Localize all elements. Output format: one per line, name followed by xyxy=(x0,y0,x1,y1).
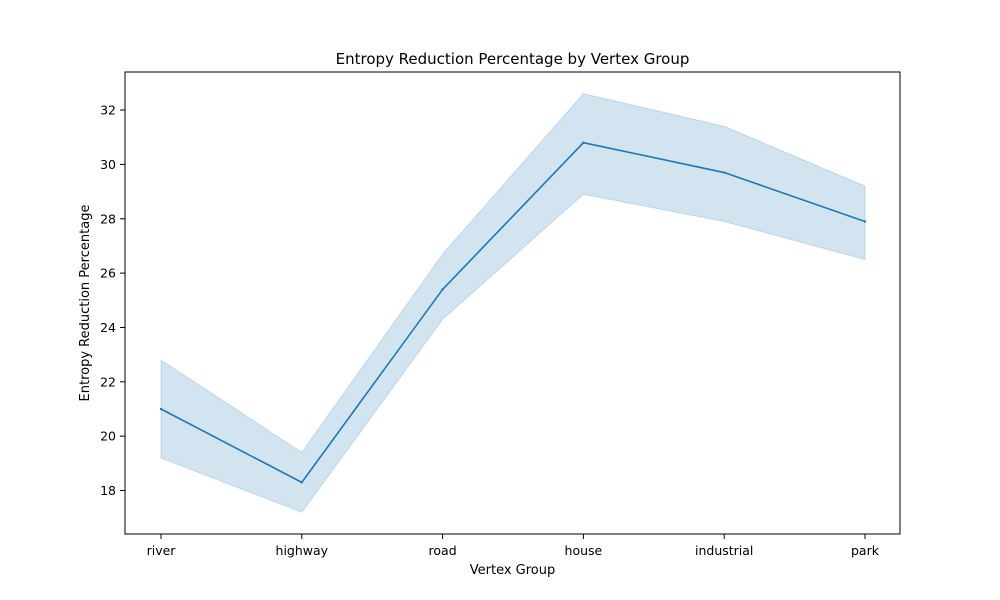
y-tick-label: 20 xyxy=(100,429,116,444)
y-tick-label: 28 xyxy=(100,211,116,226)
y-tick-label: 18 xyxy=(100,483,116,498)
x-tick-label-house: house xyxy=(565,543,603,558)
y-tick-label: 30 xyxy=(100,157,116,172)
y-axis-label: Entropy Reduction Percentage xyxy=(78,205,93,402)
x-axis: river highway road house industrial park xyxy=(147,534,880,558)
data-point-river xyxy=(159,407,163,411)
data-point-park xyxy=(863,220,867,223)
plot-frame xyxy=(124,71,901,535)
y-tick-label: 22 xyxy=(100,374,116,389)
y-tick-label: 24 xyxy=(100,320,116,335)
series-line xyxy=(160,141,866,484)
confidence-band xyxy=(160,93,866,513)
plot-area xyxy=(159,93,867,513)
x-tick-label-park: park xyxy=(851,543,880,558)
x-tick-label-river: river xyxy=(147,543,177,558)
data-point-house xyxy=(582,141,585,144)
x-tick-label-highway: highway xyxy=(276,543,329,558)
data-point-road xyxy=(441,288,444,291)
x-tick-label-industrial: industrial xyxy=(695,543,753,558)
y-axis: 18 20 22 24 26 28 30 32 xyxy=(100,103,125,498)
y-tick-label: 32 xyxy=(100,103,116,118)
x-axis-label: Vertex Group xyxy=(470,563,556,578)
y-tick-label: 26 xyxy=(100,266,116,281)
data-point-highway xyxy=(300,481,303,484)
x-tick-label-road: road xyxy=(429,543,457,558)
chart-title: Entropy Reduction Percentage by Vertex G… xyxy=(336,50,690,68)
data-point-industrial xyxy=(723,171,726,174)
